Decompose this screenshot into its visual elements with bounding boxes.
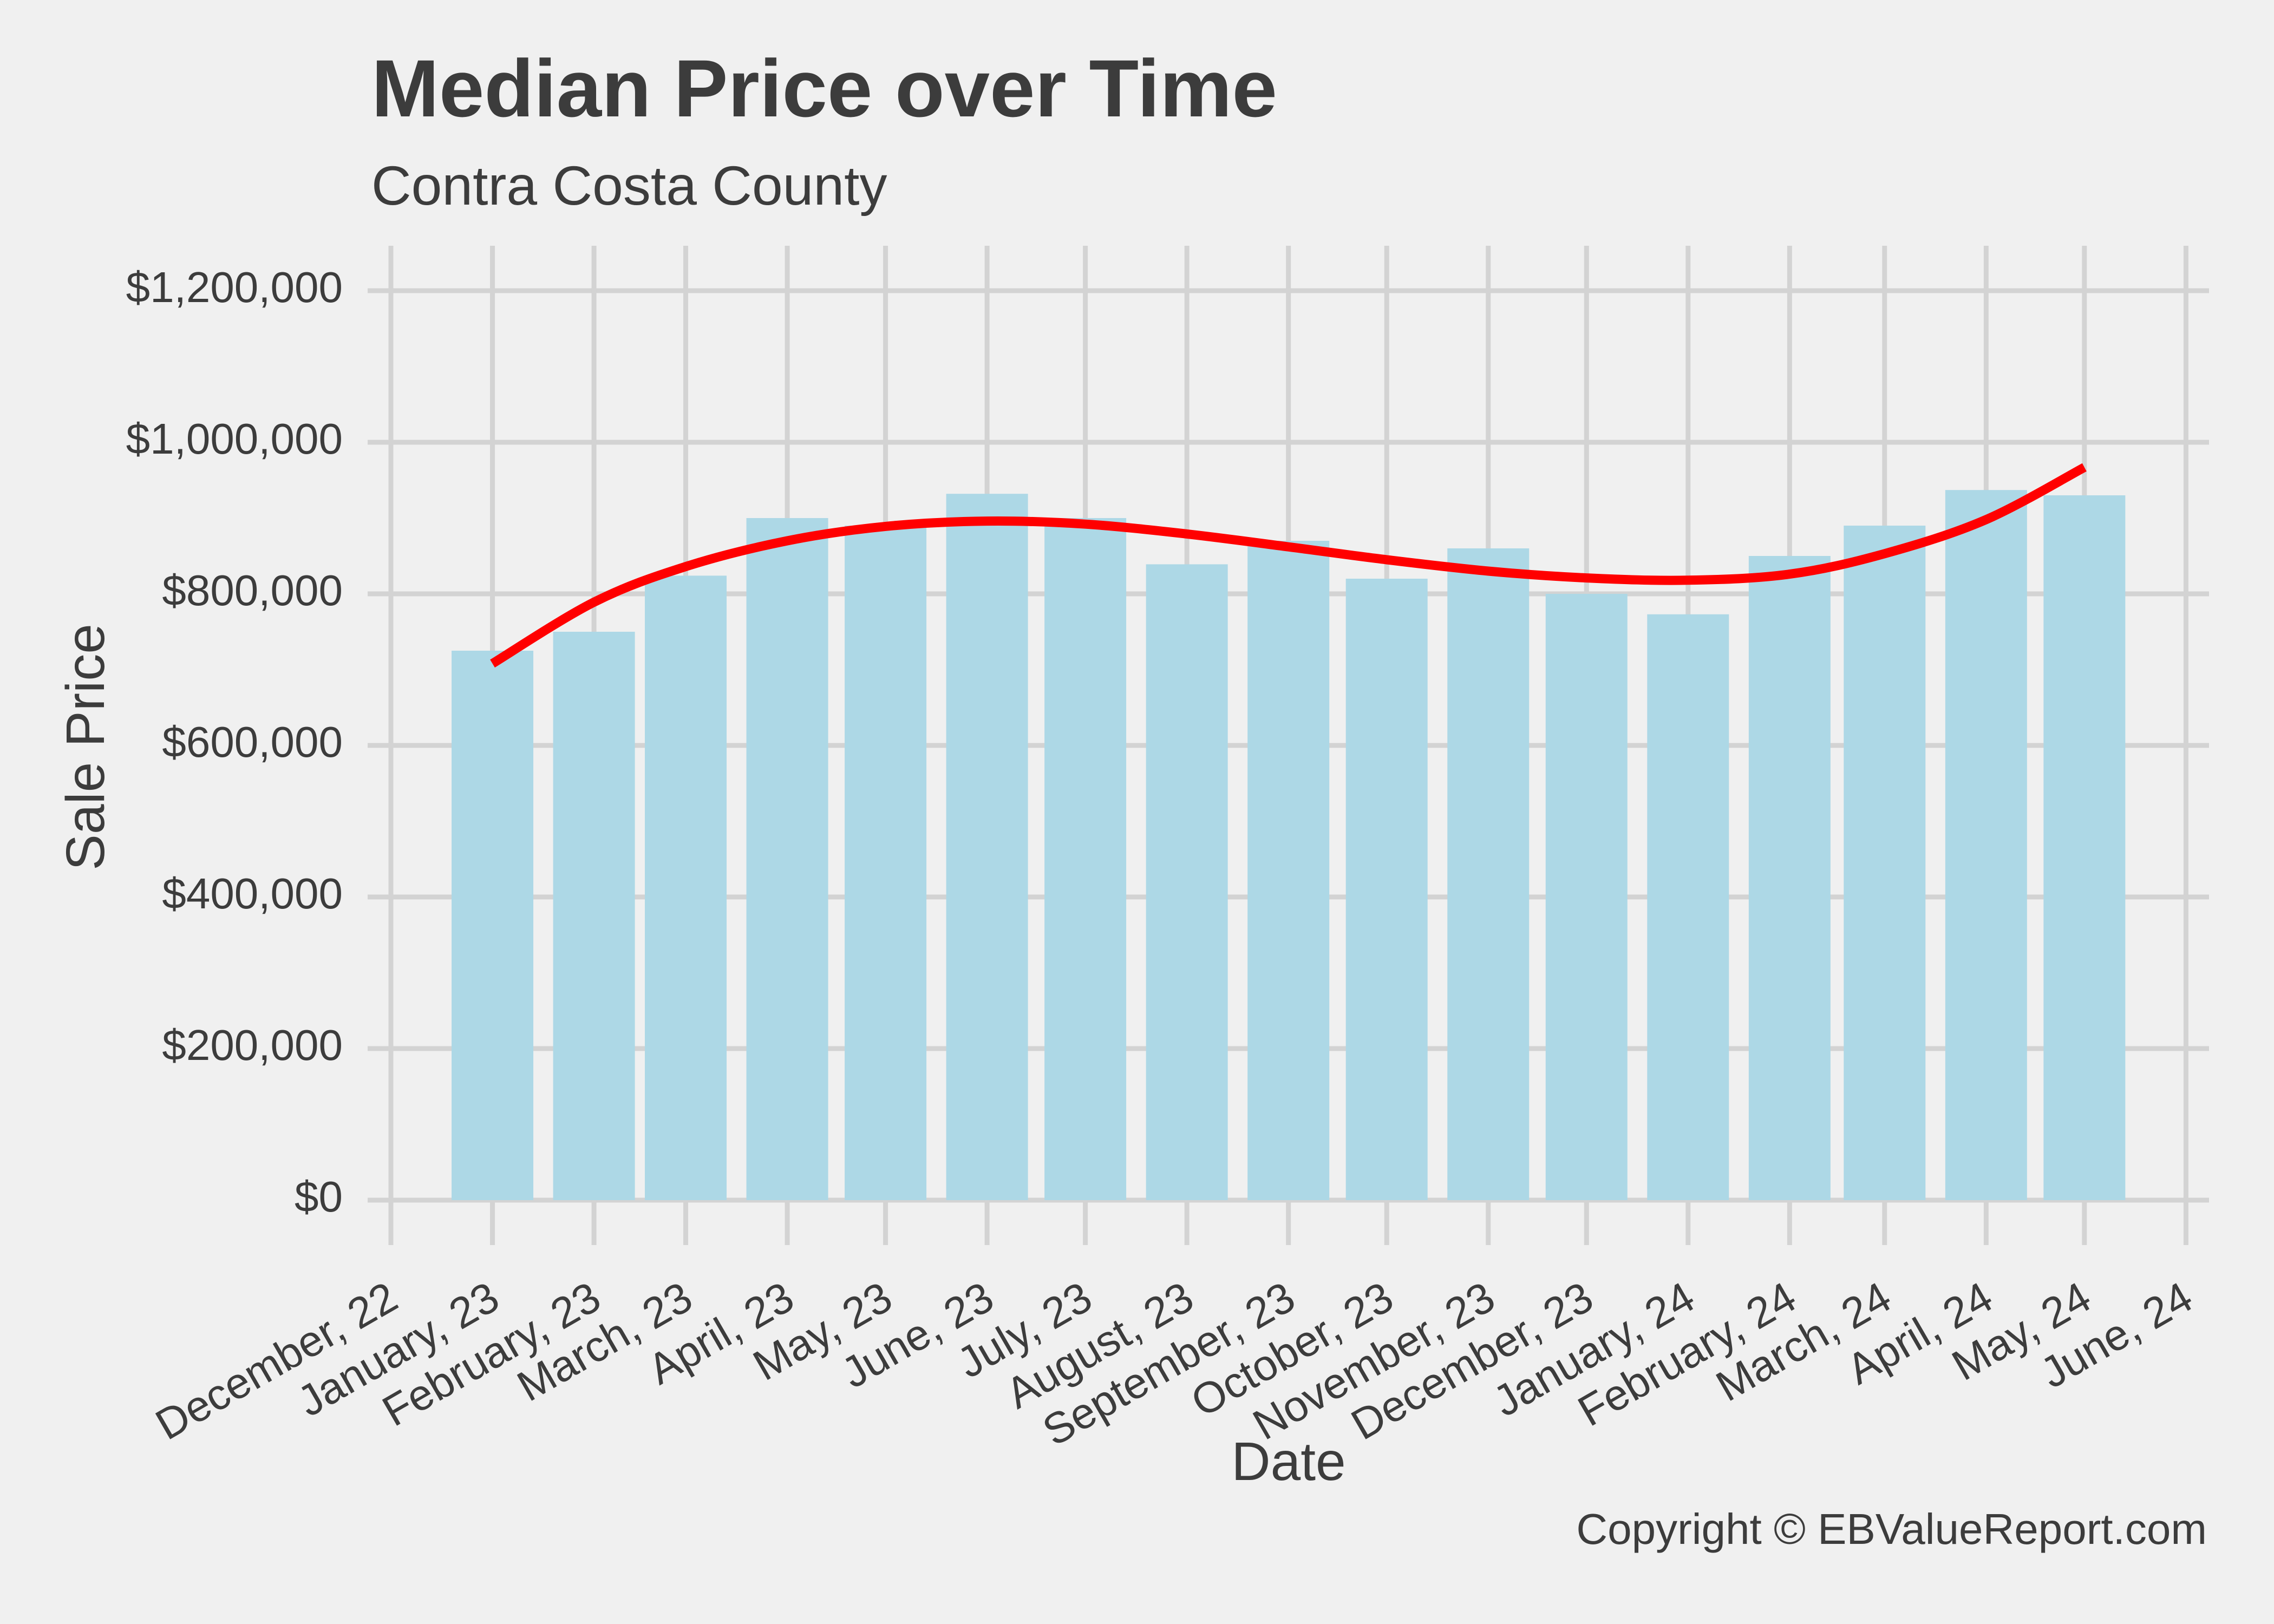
y-axis-tick-labels: $0 $200,000 $400,000 $600,000 $800,000 $1,000…	[126, 263, 343, 1221]
bar	[553, 632, 635, 1200]
chart-subtitle: Contra Costa County	[371, 155, 887, 217]
y-tick-label: $800,000	[162, 566, 343, 614]
bar	[645, 575, 727, 1200]
bar	[746, 518, 828, 1200]
y-tick-label: $200,000	[162, 1021, 343, 1069]
bar	[1247, 541, 1330, 1200]
bar	[1945, 490, 2027, 1201]
bar	[1748, 556, 1831, 1200]
bar	[845, 526, 927, 1200]
trend-line-group	[490, 463, 2087, 668]
bar	[946, 494, 1028, 1201]
y-tick-label: $600,000	[162, 718, 343, 766]
bar	[452, 651, 534, 1200]
bar	[1647, 614, 1729, 1200]
chart-title: Median Price over Time	[371, 43, 1277, 134]
y-tick-label: $1,000,000	[126, 415, 343, 463]
bar	[1044, 518, 1127, 1200]
y-tick-label: $1,200,000	[126, 263, 343, 311]
copyright-caption: Copyright © EBValueReport.com	[1576, 1505, 2207, 1553]
trend-line	[490, 463, 2087, 668]
bar	[1345, 579, 1428, 1200]
y-tick-label: $400,000	[162, 869, 343, 918]
bar	[2043, 495, 2126, 1200]
y-axis-title: Sale Price	[55, 624, 116, 870]
bar	[1844, 526, 1926, 1200]
y-tick-label: $0	[295, 1173, 343, 1221]
bars	[452, 490, 2126, 1201]
x-axis-title: Date	[1231, 1431, 1345, 1492]
bar	[1447, 548, 1530, 1200]
bar	[1146, 564, 1228, 1200]
bar	[1545, 594, 1628, 1200]
